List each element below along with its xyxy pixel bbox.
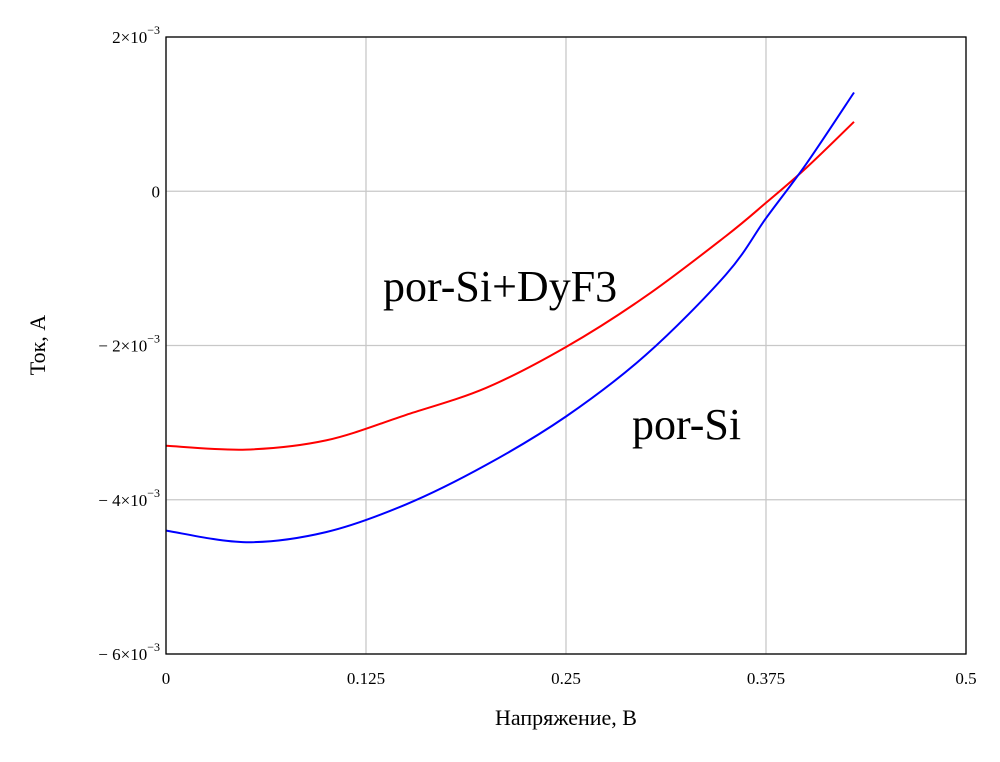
x-tick-labels: 0 0.125 0.25 0.375 0.5 <box>162 669 977 688</box>
x-tick-label-1: 0.125 <box>347 669 385 688</box>
x-tick-label-0: 0 <box>162 669 171 688</box>
y-tick-label-0: 2×10−3 <box>112 23 160 47</box>
y-tick-label-4: − 6×10−3 <box>98 640 160 664</box>
y-tick-labels: 2×10−3 0 − 2×10−3 − 4×10−3 − 6×10−3 <box>98 23 160 664</box>
annotation-por-si-dyf3: por-Si+DyF3 <box>383 262 617 311</box>
x-axis-title: Напряжение, В <box>495 705 637 730</box>
plot-frame <box>165 36 967 655</box>
x-tick-label-3: 0.375 <box>747 669 785 688</box>
x-tick-label-4: 0.5 <box>955 669 976 688</box>
annotation-por-si: por-Si <box>632 400 741 449</box>
series-line-por-si <box>165 91 855 544</box>
series-line-por-si-dyf3 <box>165 121 855 451</box>
y-axis-title: Ток, А <box>25 315 50 375</box>
plot-curves <box>165 91 855 544</box>
y-tick-label-2: − 2×10−3 <box>98 332 160 356</box>
y-tick-label-3: − 4×10−3 <box>98 486 160 510</box>
y-tick-label-1: 0 <box>152 182 161 201</box>
x-tick-label-2: 0.25 <box>551 669 581 688</box>
